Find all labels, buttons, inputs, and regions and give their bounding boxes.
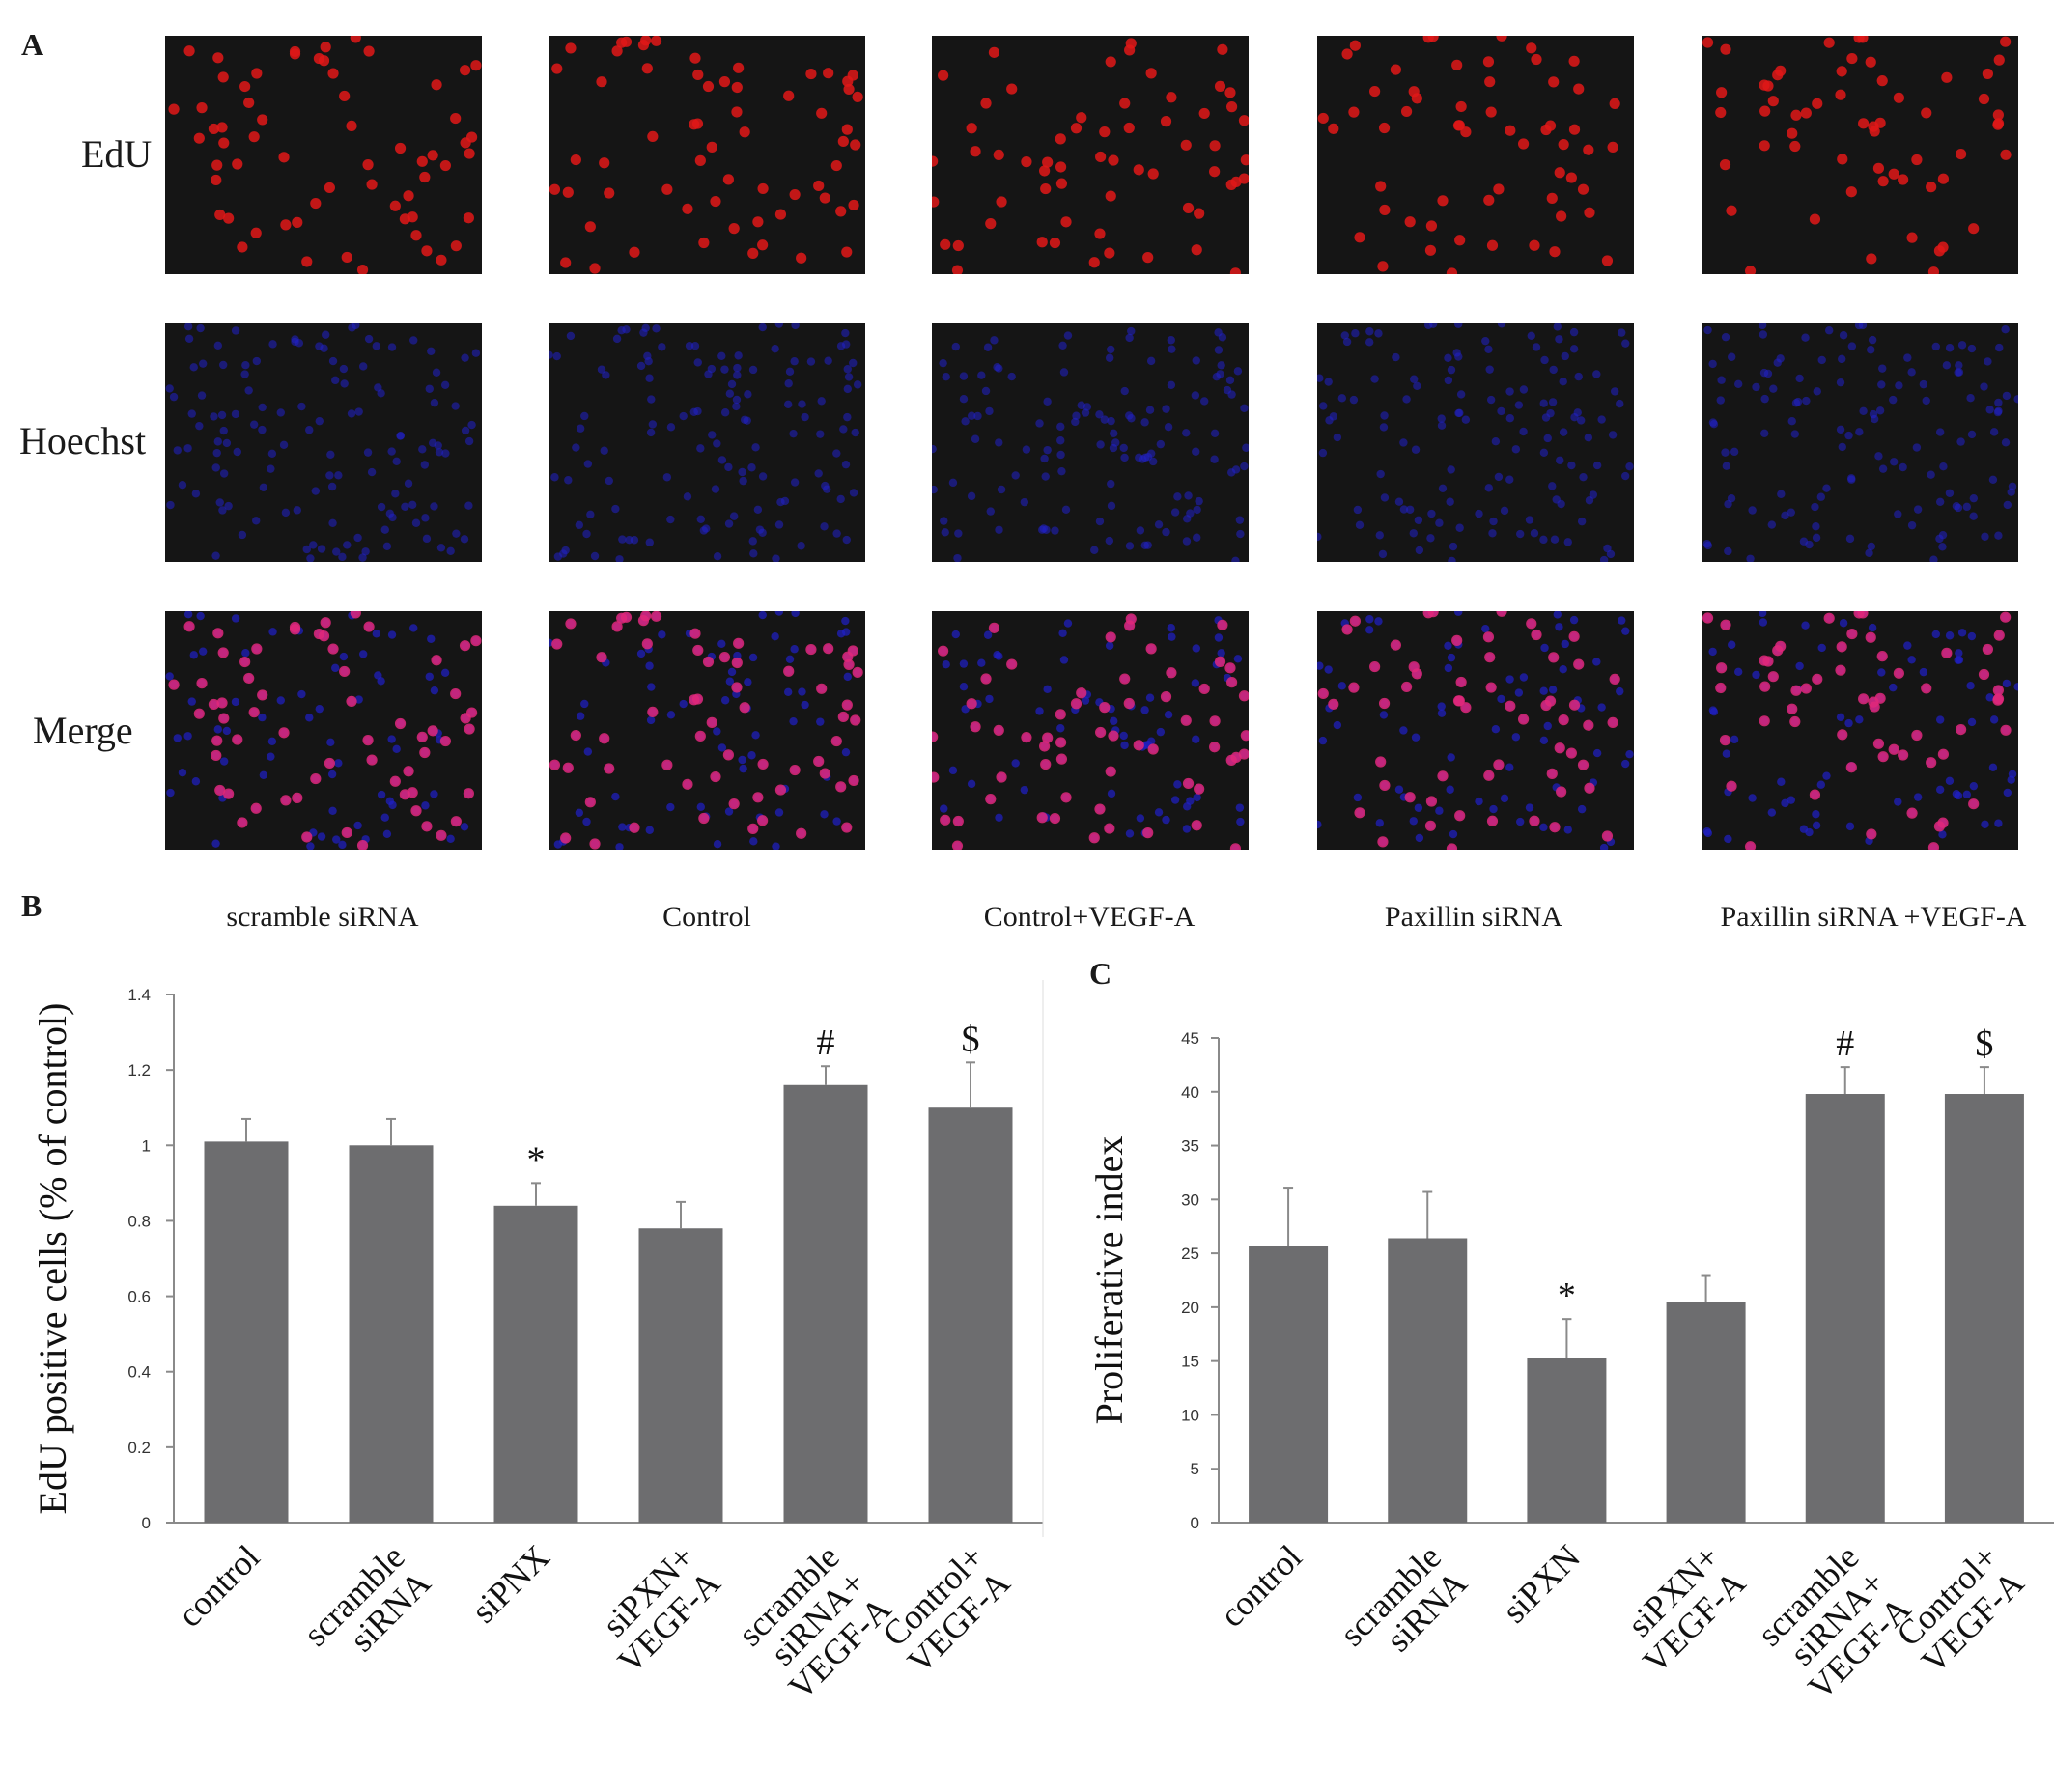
chart-b-y-tick-label: 0.8 <box>127 1212 151 1230</box>
chart-b-significance-marker: * <box>527 1139 546 1180</box>
chart-c-y-tick-label: 35 <box>1181 1137 1199 1156</box>
chart-c-y-tick-label: 40 <box>1181 1083 1199 1102</box>
micrograph-hoechst-3 <box>932 323 1249 562</box>
chart-c-category-label: control <box>1212 1537 1308 1634</box>
chart-b-category-label: control <box>170 1537 267 1634</box>
chart-c-category-label: siPXN+VEGF-A <box>1610 1537 1753 1680</box>
micrograph-merge-2 <box>549 611 865 850</box>
micrograph-edu-1 <box>165 36 482 274</box>
chart-b-bar <box>783 1084 868 1523</box>
chart-c-y-tick-label: 5 <box>1191 1460 1199 1478</box>
micrograph-edu-4 <box>1317 36 1634 274</box>
panel-a-letter: A <box>21 27 44 62</box>
chart-c-category-label-line: control <box>1212 1537 1308 1634</box>
chart-b-y-tick-label: 1.4 <box>127 986 151 1004</box>
chart-b-y-tick-label: 1.2 <box>127 1061 151 1079</box>
panel-b-letter: B <box>21 888 42 923</box>
chart-b-category-label: Control+VEGF-A <box>874 1537 1017 1680</box>
chart-c-category-label: scramblesiRNA <box>1333 1537 1475 1679</box>
column-label-control: Control <box>662 901 751 933</box>
chart-c-y-tick-label: 15 <box>1181 1353 1199 1371</box>
chart-c-y-tick-label: 25 <box>1181 1245 1199 1263</box>
chart-c-y-tick-label: 10 <box>1181 1406 1199 1424</box>
chart-c-bar <box>1666 1302 1746 1523</box>
chart-b-bar <box>349 1145 434 1523</box>
chart-b-y-tick-label: 0.6 <box>127 1288 151 1306</box>
micrograph-edu-2 <box>549 36 865 274</box>
chart-c-category-label: siPXN <box>1495 1537 1588 1630</box>
chart-b-y-tick-label: 0 <box>142 1514 151 1532</box>
column-label-scramble-sirna: scramble siRNA <box>226 901 419 933</box>
micrograph-merge-1 <box>165 611 482 850</box>
chart-b-category-label: siPXN+VEGF-A <box>584 1537 727 1680</box>
chart-c-significance-marker: # <box>1836 1023 1854 1064</box>
chart-c-y-tick-label: 0 <box>1191 1514 1199 1532</box>
chart-c-bar <box>1388 1238 1468 1523</box>
micrograph-hoechst-4 <box>1317 323 1634 562</box>
chart-c-y-tick-label: 30 <box>1181 1190 1199 1209</box>
micrograph-merge-3 <box>932 611 1249 850</box>
chart-c-y-label: Proliferative index <box>1087 1136 1131 1425</box>
micrograph-hoechst-5 <box>1702 323 2018 562</box>
chart-b-y-tick-label: 0.4 <box>127 1363 151 1382</box>
chart-c-category-label: Control+VEGF-A <box>1888 1537 2031 1680</box>
micrograph-edu-5 <box>1702 36 2018 274</box>
chart-c-y-tick-label: 45 <box>1181 1029 1199 1048</box>
chart-b-bar <box>928 1107 1013 1523</box>
chart-c-bar <box>1944 1094 2024 1523</box>
micrograph-hoechst-1 <box>165 323 482 562</box>
column-label-paxillin-sirna: Paxillin siRNA <box>1384 901 1563 933</box>
chart-c-significance-marker: $ <box>1975 1023 1993 1064</box>
chart-c-bar <box>1805 1094 1885 1523</box>
chart-b-significance-marker: $ <box>962 1019 980 1059</box>
micrograph-merge-5 <box>1702 611 2018 850</box>
chart-c-significance-marker: * <box>1558 1275 1576 1316</box>
chart-b-category-label: scramblesiRNA+VEGF-A <box>729 1537 898 1706</box>
row-label-hoechst: Hoechst <box>19 419 147 462</box>
chart-c-y-tick-label: 20 <box>1181 1299 1199 1317</box>
chart-b-y-label: EdU positive cells (% of control) <box>31 1003 74 1515</box>
chart-c-category-label-line: siPXN <box>1495 1537 1588 1630</box>
row-label-edu: EdU <box>81 132 153 176</box>
chart-b-category-label: scramblesiRNA <box>295 1537 437 1679</box>
chart-b-y-tick-label: 0.2 <box>127 1439 151 1457</box>
chart-b-bar <box>493 1205 578 1523</box>
micrograph-edu-3 <box>932 36 1249 274</box>
chart-c-bar <box>1527 1358 1607 1523</box>
chart-b-bar <box>204 1141 289 1523</box>
chart-b-significance-marker: # <box>817 1022 835 1063</box>
column-label-paxillin-sirna-vegf-a: Paxillin siRNA +VEGF-A <box>1720 901 2027 933</box>
micrograph-merge-4 <box>1317 611 1634 850</box>
chart-b-y-tick-label: 1 <box>142 1136 151 1155</box>
chart-b-category-label: siPNX <box>464 1537 556 1630</box>
chart-b-category-label-line: siPNX <box>464 1537 556 1630</box>
column-label-control-vegf-a: Control+VEGF-A <box>983 901 1196 933</box>
panel-c-letter: C <box>1089 956 1112 991</box>
chart-b-bar <box>638 1228 723 1523</box>
micrograph-hoechst-2 <box>549 323 865 562</box>
chart-c-bar <box>1249 1246 1329 1523</box>
chart-b-category-label-line: control <box>170 1537 267 1634</box>
row-label-merge: Merge <box>33 709 133 752</box>
